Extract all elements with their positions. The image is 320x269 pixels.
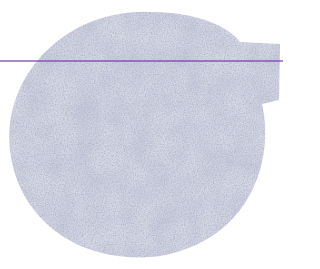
scanned-image xyxy=(0,0,283,269)
page xyxy=(0,0,320,269)
